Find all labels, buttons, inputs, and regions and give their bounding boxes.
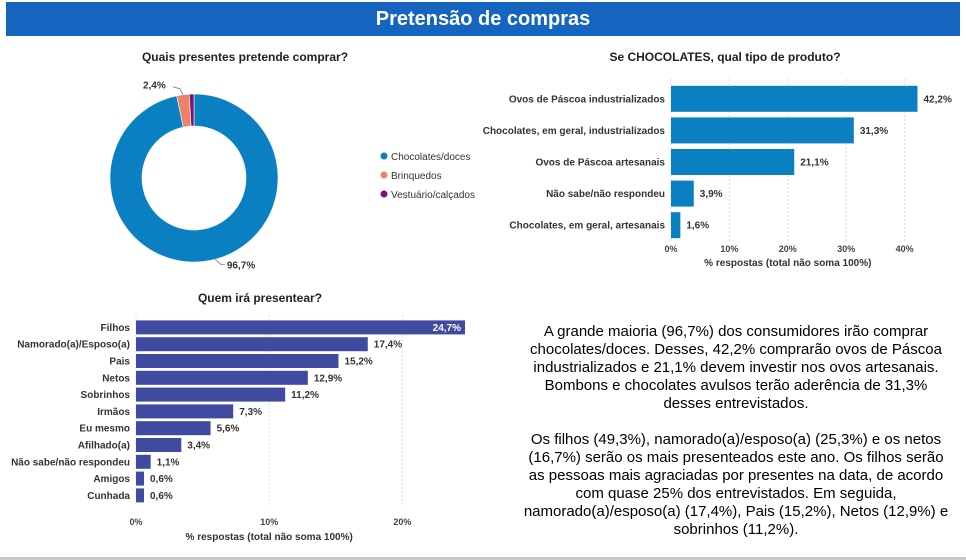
recipients-value-namorado-a-esposo-a: 17,4% (374, 340, 402, 351)
recipients-category-nao-sabe-nao-respondeu: Não sabe/não respondeu (11, 457, 130, 468)
recipients-category-cunhada: Cunhada (87, 491, 130, 502)
recipients-value-eu-mesmo: 5,6% (217, 424, 240, 435)
recipients-value-amigos: 0,6% (150, 474, 173, 485)
recipients-value-afilhado-a: 3,4% (187, 441, 210, 452)
recipients-bar-sobrinhos (136, 387, 286, 402)
summary-paragraph-1: A grande maioria (96,7%) dos consumidore… (530, 323, 942, 412)
legend-label-brinquedos: Brinquedos (391, 171, 442, 182)
chocolates-x-axis-title: % respostas (total não soma 100%) (704, 258, 871, 269)
recipients-category-pais: Pais (109, 357, 130, 368)
chocolates-category-nao-sabe-nao-respondeu: Não sabe/não respondeu (546, 189, 665, 200)
page-title: Pretensão de compras (375, 8, 591, 30)
recipients-bar-eu-mesmo (136, 421, 211, 436)
recipients-bar-irmaos (136, 404, 234, 419)
legend-marker-brinquedos (380, 171, 388, 179)
recipients-bar-afilhado-a (136, 438, 182, 452)
chocolates-bar-chocolates-em-geral-artesanais (671, 212, 681, 239)
chocolates-bar-ovos-de-pascoa-industrializados (671, 85, 918, 112)
chocolates-category-ovos-de-pascoa-artesanais: Ovos de Páscoa artesanais (535, 158, 665, 169)
recipients-category-sobrinhos: Sobrinhos (81, 390, 131, 401)
recipients-bar-netos (136, 370, 308, 385)
recipients-category-amigos: Amigos (93, 474, 130, 485)
chocolates-tick-30: 30% (837, 244, 855, 254)
recipients-bar-filhos (136, 320, 466, 335)
chocolates-chart-title: Se CHOCOLATES, qual tipo de produto? (609, 50, 841, 64)
legend-label-chocolates-doces: Chocolates/doces (391, 152, 471, 163)
summary-paragraph-2: Os filhos (49,3%), namorado(a)/esposo(a)… (523, 431, 949, 538)
chocolates-value-chocolates-em-geral-artesanais: 1,6% (686, 221, 709, 232)
chocolates-value-nao-sabe-nao-respondeu: 3,9% (700, 189, 723, 200)
recipients-value-pais: 15,2% (344, 357, 372, 368)
recipients-value-netos: 12,9% (314, 373, 342, 384)
chocolates-bar-ovos-de-pascoa-artesanais (671, 149, 795, 175)
recipients-bar-amigos (136, 471, 144, 486)
legend-label-vestuario-calcados: Vestuário/calçados (391, 190, 475, 201)
chocolates-category-ovos-de-pascoa-industrializados: Ovos de Páscoa industrializados (509, 94, 666, 105)
chocolates-tick-40: 40% (896, 244, 914, 254)
recipients-category-irmaos: Irmãos (97, 407, 130, 418)
recipients-value-nao-sabe-nao-respondeu: 1,1% (157, 457, 180, 468)
recipients-category-filhos: Filhos (101, 323, 131, 334)
recipients-category-eu-mesmo: Eu mesmo (79, 424, 130, 435)
recipients-category-afilhado-a: Afilhado(a) (78, 441, 130, 452)
recipients-chart-title: Quem irá presentear? (197, 291, 323, 305)
chocolates-category-chocolates-em-geral-artesanais: Chocolates, em geral, artesanais (509, 221, 665, 232)
donut-label-brinquedos: 2,4% (143, 81, 166, 92)
chocolates-tick-20: 20% (779, 244, 797, 254)
chocolates-tick-10: 10% (720, 244, 738, 254)
recipients-value-sobrinhos: 11,2% (291, 390, 319, 401)
donut-label-chocolates: 96,7% (227, 260, 255, 271)
donut-leader-brinquedos (172, 86, 184, 95)
recipients-bar-namorado-a-esposo-a (136, 337, 368, 352)
recipients-x-axis-title: % respostas (total não soma 100%) (186, 532, 353, 543)
donut-leader-chocolates (214, 259, 225, 265)
recipients-category-netos: Netos (102, 373, 130, 384)
chocolates-tick-0: 0% (664, 244, 677, 254)
page-header: Pretensão de compras (6, 2, 960, 36)
chocolates-bar-chocolates-em-geral-industrializados (671, 117, 854, 144)
chocolates-value-ovos-de-pascoa-artesanais: 21,1% (800, 158, 828, 169)
donut-slice-chocolates-doces (109, 93, 279, 263)
donut-slice-vestuario-calcados (188, 93, 195, 127)
recipients-bar-pais (136, 354, 339, 368)
recipients-tick-10: 10% (260, 517, 278, 527)
recipients-value-irmaos: 7,3% (239, 407, 262, 418)
recipients-value-cunhada: 0,6% (150, 491, 173, 502)
legend-marker-chocolates-doces (380, 152, 388, 160)
donut-chart-title: Quais presentes pretende comprar? (141, 50, 349, 64)
recipients-tick-20: 20% (393, 517, 411, 527)
chocolates-value-chocolates-em-geral-industrializados: 31,3% (860, 126, 888, 137)
recipients-bar-nao-sabe-nao-respondeu (136, 454, 151, 469)
chocolates-category-chocolates-em-geral-industrializados: Chocolates, em geral, industrializados (483, 126, 666, 137)
recipients-category-namorado-a-esposo-a: Namorado(a)/Esposo(a) (17, 340, 130, 351)
summary-text: A grande maioria (96,7%) dos consumidore… (520, 323, 952, 557)
recipients-tick-0: 0% (129, 517, 142, 527)
legend-marker-vestuario-calcados (380, 190, 388, 198)
recipients-bar-cunhada (136, 488, 144, 503)
chocolates-value-ovos-de-pascoa-industrializados: 42,2% (923, 94, 951, 105)
recipients-value-filhos: 24,7% (433, 323, 461, 334)
bottom-divider (0, 557, 966, 560)
chocolates-bar-nao-sabe-nao-respondeu (671, 180, 694, 207)
